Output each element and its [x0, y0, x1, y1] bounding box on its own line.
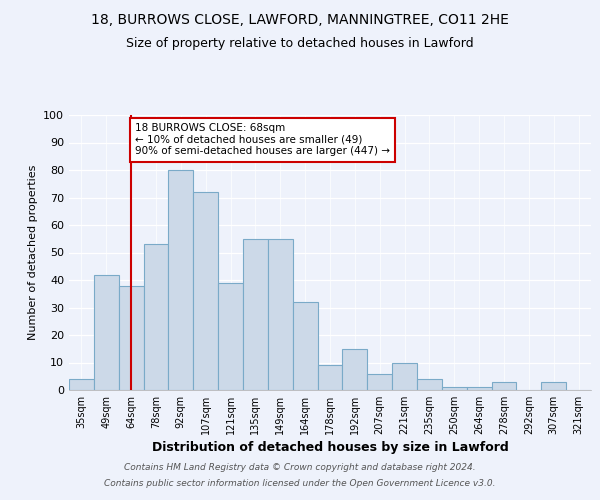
- Bar: [392, 362, 417, 390]
- Bar: [467, 387, 491, 390]
- Bar: [442, 387, 467, 390]
- Bar: [119, 286, 143, 390]
- Bar: [193, 192, 218, 390]
- Text: 18, BURROWS CLOSE, LAWFORD, MANNINGTREE, CO11 2HE: 18, BURROWS CLOSE, LAWFORD, MANNINGTREE,…: [91, 12, 509, 26]
- Bar: [69, 379, 94, 390]
- Text: Contains public sector information licensed under the Open Government Licence v3: Contains public sector information licen…: [104, 478, 496, 488]
- X-axis label: Distribution of detached houses by size in Lawford: Distribution of detached houses by size …: [152, 441, 508, 454]
- Bar: [169, 170, 193, 390]
- Bar: [243, 239, 268, 390]
- Bar: [143, 244, 169, 390]
- Bar: [94, 274, 119, 390]
- Bar: [293, 302, 317, 390]
- Bar: [218, 283, 243, 390]
- Bar: [491, 382, 517, 390]
- Bar: [268, 239, 293, 390]
- Bar: [417, 379, 442, 390]
- Bar: [317, 365, 343, 390]
- Text: 18 BURROWS CLOSE: 68sqm
← 10% of detached houses are smaller (49)
90% of semi-de: 18 BURROWS CLOSE: 68sqm ← 10% of detache…: [135, 123, 390, 156]
- Bar: [367, 374, 392, 390]
- Text: Size of property relative to detached houses in Lawford: Size of property relative to detached ho…: [126, 38, 474, 51]
- Bar: [343, 349, 367, 390]
- Y-axis label: Number of detached properties: Number of detached properties: [28, 165, 38, 340]
- Text: Contains HM Land Registry data © Crown copyright and database right 2024.: Contains HM Land Registry data © Crown c…: [124, 464, 476, 472]
- Bar: [541, 382, 566, 390]
